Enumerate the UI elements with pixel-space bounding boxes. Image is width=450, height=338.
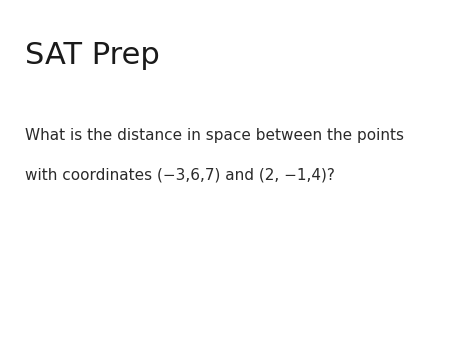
Text: SAT Prep: SAT Prep [25,41,159,70]
Text: with coordinates (−3,6,7) and (2, −1,4)?: with coordinates (−3,6,7) and (2, −1,4)? [25,167,335,182]
Text: What is the distance in space between the points: What is the distance in space between th… [25,128,404,143]
